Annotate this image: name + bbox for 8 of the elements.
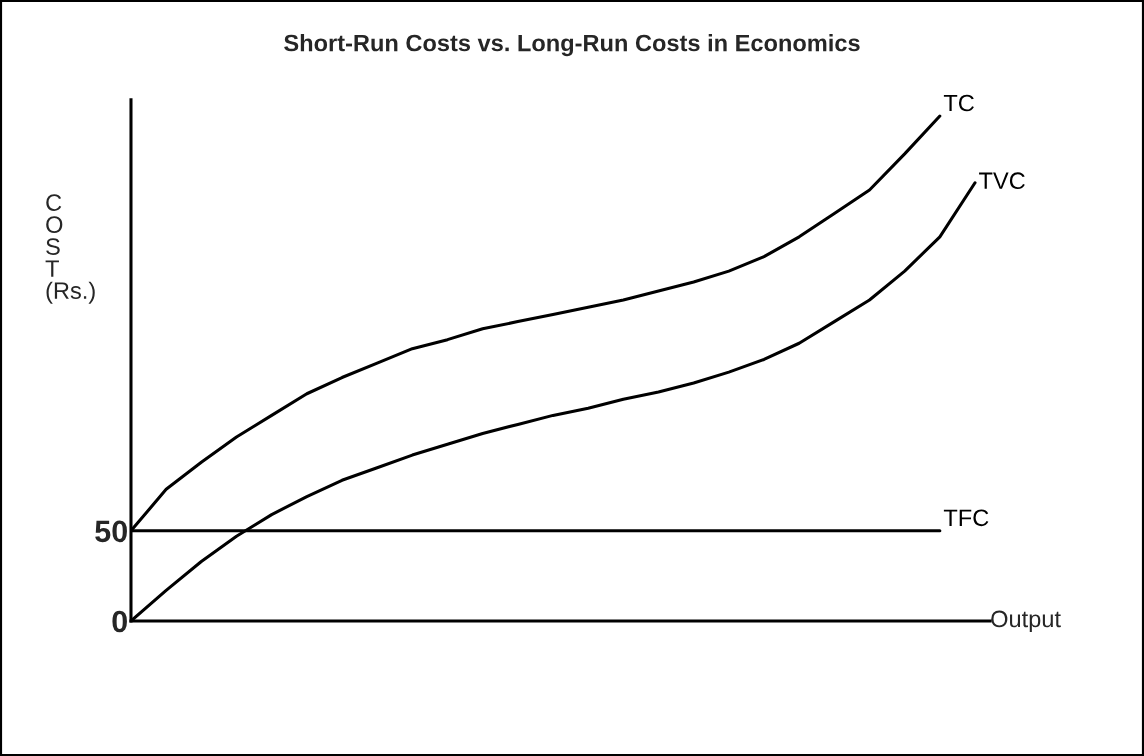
series-label: TFC: [943, 509, 989, 527]
y-tick-label: 50: [95, 520, 127, 543]
series-label: TC: [943, 94, 974, 112]
y-axis-title: C O S T (Rs.): [45, 194, 95, 304]
y-tick-label: 0: [112, 610, 127, 633]
series-label: TVC: [979, 172, 1025, 190]
x-axis-title: Output: [991, 610, 1061, 632]
chart-title: Short-Run Costs vs. Long-Run Costs in Economics: [284, 34, 860, 57]
